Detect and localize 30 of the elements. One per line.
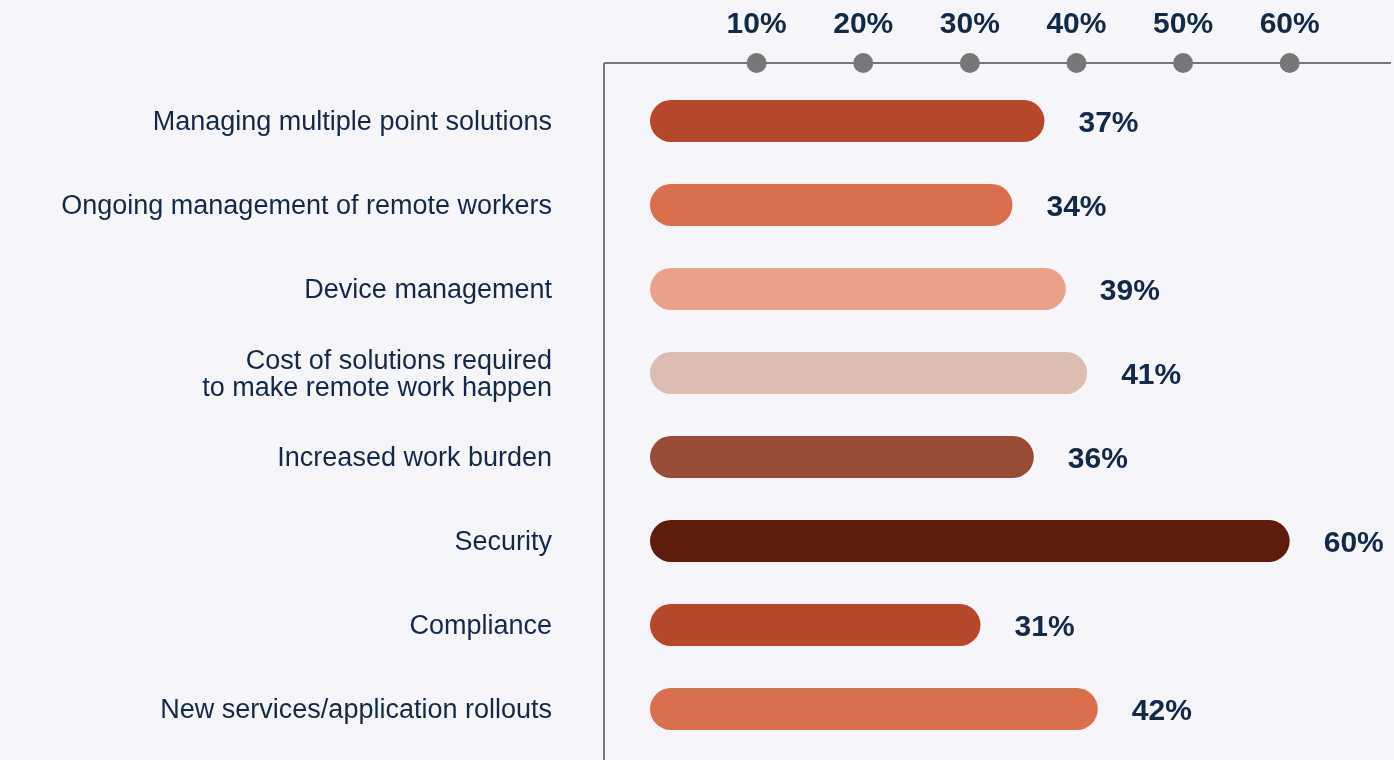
- bar: [650, 688, 1098, 730]
- bar: [650, 520, 1290, 562]
- data-label: 39%: [1099, 273, 1160, 306]
- y-tick-label: Ongoing management of remote workers: [61, 190, 552, 220]
- data-label: 31%: [1014, 609, 1075, 642]
- x-tick-label: 30%: [939, 6, 1000, 39]
- y-tick-label: New services/application rollouts: [160, 694, 552, 724]
- bar: [650, 184, 1013, 226]
- x-tick-label: 20%: [833, 6, 894, 39]
- bar: [650, 100, 1045, 142]
- x-tick-label: 60%: [1259, 6, 1320, 39]
- y-tick-label: Increased work burden: [277, 442, 552, 472]
- x-tick-label: 40%: [1046, 6, 1107, 39]
- data-label: 60%: [1323, 525, 1384, 558]
- y-tick-label: Compliance: [409, 610, 552, 640]
- data-label: 36%: [1067, 441, 1128, 474]
- data-label: 34%: [1046, 189, 1107, 222]
- y-tick-label: Managing multiple point solutions: [152, 106, 552, 136]
- y-tick-label: Cost of solutions required to make remote work happen: [202, 344, 552, 402]
- y-tick-label: Security: [454, 526, 553, 556]
- bar: [650, 604, 981, 646]
- data-label: 41%: [1121, 357, 1182, 390]
- y-tick-label: Device management: [304, 274, 553, 304]
- bar: [650, 352, 1088, 394]
- bar: [650, 268, 1066, 310]
- bar: [650, 436, 1034, 478]
- data-label: 37%: [1078, 105, 1139, 138]
- data-label: 42%: [1131, 693, 1192, 726]
- x-tick-label: 50%: [1153, 6, 1214, 39]
- x-tick-label: 10%: [726, 6, 787, 39]
